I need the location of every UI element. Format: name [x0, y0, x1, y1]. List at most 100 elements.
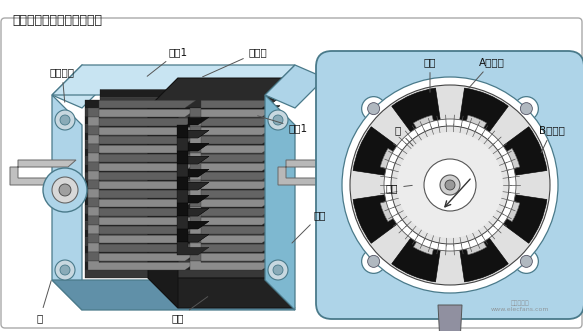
Polygon shape — [88, 118, 196, 135]
Polygon shape — [190, 145, 273, 162]
Polygon shape — [177, 156, 209, 177]
Wedge shape — [392, 235, 441, 282]
Circle shape — [60, 265, 70, 275]
Circle shape — [268, 260, 288, 280]
Wedge shape — [459, 235, 508, 282]
Polygon shape — [190, 199, 273, 216]
Circle shape — [59, 184, 71, 196]
Polygon shape — [148, 78, 295, 108]
Text: 定子: 定子 — [292, 210, 326, 243]
Wedge shape — [463, 115, 487, 138]
Wedge shape — [413, 231, 437, 255]
Polygon shape — [190, 100, 273, 117]
Polygon shape — [88, 154, 196, 171]
Text: 轴: 轴 — [395, 125, 413, 146]
Circle shape — [268, 110, 288, 130]
Polygon shape — [85, 235, 280, 254]
Polygon shape — [177, 130, 209, 151]
Polygon shape — [85, 187, 280, 205]
Text: 电子发烧友
www.elecfans.com: 电子发烧友 www.elecfans.com — [491, 301, 549, 312]
Circle shape — [43, 168, 87, 212]
Polygon shape — [190, 172, 273, 189]
Circle shape — [368, 103, 380, 115]
Circle shape — [368, 256, 380, 267]
Polygon shape — [88, 226, 196, 243]
Polygon shape — [10, 160, 76, 185]
Text: 转子: 转子 — [386, 183, 412, 193]
Polygon shape — [85, 146, 280, 165]
Circle shape — [350, 85, 550, 285]
Polygon shape — [85, 243, 280, 262]
Circle shape — [397, 132, 503, 238]
Polygon shape — [85, 211, 280, 229]
Wedge shape — [500, 127, 547, 176]
Polygon shape — [85, 227, 280, 246]
Polygon shape — [177, 234, 209, 255]
Polygon shape — [88, 199, 196, 216]
Polygon shape — [52, 65, 295, 95]
Text: 转子1: 转子1 — [258, 116, 308, 133]
Polygon shape — [88, 253, 196, 270]
Polygon shape — [88, 235, 196, 252]
Circle shape — [440, 175, 460, 195]
Circle shape — [60, 115, 70, 125]
Wedge shape — [463, 231, 487, 255]
Text: 轴: 轴 — [37, 281, 51, 323]
Circle shape — [514, 97, 538, 120]
Polygon shape — [190, 109, 273, 126]
Wedge shape — [380, 149, 403, 171]
Polygon shape — [190, 226, 273, 243]
Polygon shape — [190, 190, 273, 207]
Wedge shape — [353, 127, 400, 176]
Circle shape — [55, 110, 75, 130]
Polygon shape — [88, 100, 196, 117]
Circle shape — [361, 249, 385, 273]
Polygon shape — [438, 305, 462, 331]
Wedge shape — [459, 88, 508, 135]
Text: 滚珠轴承: 滚珠轴承 — [50, 67, 75, 102]
Polygon shape — [85, 251, 280, 270]
Polygon shape — [177, 117, 209, 138]
Circle shape — [424, 159, 476, 211]
Text: 转子1: 转子1 — [147, 47, 188, 76]
Polygon shape — [85, 170, 280, 189]
Wedge shape — [413, 115, 437, 138]
Polygon shape — [88, 244, 196, 261]
Wedge shape — [380, 199, 403, 221]
Text: A相绕组: A相绕组 — [469, 57, 505, 88]
Polygon shape — [177, 182, 209, 203]
Polygon shape — [85, 122, 280, 140]
Wedge shape — [353, 194, 400, 243]
Polygon shape — [88, 208, 196, 225]
Circle shape — [273, 115, 283, 125]
Polygon shape — [88, 109, 196, 126]
Polygon shape — [85, 98, 280, 116]
Polygon shape — [88, 190, 196, 207]
Text: 两相混合式步进电机结构：: 两相混合式步进电机结构： — [12, 14, 102, 27]
Polygon shape — [88, 127, 196, 144]
Polygon shape — [190, 136, 273, 153]
Polygon shape — [52, 280, 295, 310]
Wedge shape — [497, 199, 519, 221]
FancyBboxPatch shape — [1, 18, 582, 328]
Polygon shape — [177, 221, 209, 242]
Polygon shape — [148, 278, 295, 308]
Polygon shape — [85, 138, 280, 157]
Wedge shape — [392, 88, 441, 135]
Wedge shape — [497, 149, 519, 171]
Text: 绕组: 绕组 — [172, 297, 208, 323]
Polygon shape — [190, 118, 273, 135]
Circle shape — [521, 103, 532, 115]
Circle shape — [342, 77, 558, 293]
Circle shape — [384, 119, 516, 251]
Polygon shape — [265, 95, 295, 310]
Polygon shape — [52, 95, 82, 310]
Polygon shape — [190, 235, 273, 252]
Polygon shape — [85, 130, 280, 149]
Polygon shape — [190, 127, 273, 144]
Text: B相绕组: B相绕组 — [539, 125, 565, 153]
Polygon shape — [148, 78, 178, 308]
Polygon shape — [85, 195, 280, 213]
Text: 永磁体: 永磁体 — [202, 47, 268, 77]
Polygon shape — [85, 162, 280, 181]
